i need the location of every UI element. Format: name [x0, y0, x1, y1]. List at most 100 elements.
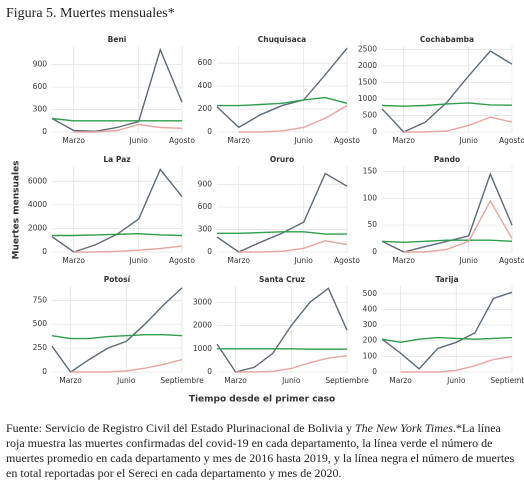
- series-line: [51, 117, 182, 122]
- x-tick-label: Marzo: [392, 256, 415, 265]
- y-tick-label: 500: [33, 319, 48, 328]
- x-tick-label: Junio: [293, 256, 313, 265]
- series-line: [52, 232, 183, 237]
- series-line: [73, 123, 183, 133]
- panel-title: Potosí: [104, 275, 131, 284]
- y-tick-label: 100: [363, 351, 378, 360]
- x-tick-label: Septiembre: [490, 376, 524, 385]
- x-tick-label: Marzo: [227, 136, 250, 145]
- x-tick-label: Junio: [128, 256, 148, 265]
- y-tick-label: 0: [372, 127, 377, 136]
- y-tick-label: 200: [198, 104, 213, 113]
- y-tick-label: 900: [198, 180, 213, 189]
- x-tick-label: Junio: [446, 376, 466, 385]
- x-tick-label: Agosto: [499, 256, 524, 265]
- panel-title: Tarija: [435, 275, 458, 284]
- y-tick-label: 0: [42, 367, 47, 376]
- x-axis-label: Tiempo desde el primer caso: [189, 395, 335, 405]
- y-tick-label: 4000: [28, 200, 47, 209]
- y-tick-label: 400: [198, 81, 213, 90]
- x-tick-label: Junio: [458, 136, 478, 145]
- note-text: Fuente: Servicio de Registro Civil del E…: [6, 421, 355, 435]
- y-tick-label: 0: [207, 247, 212, 256]
- x-tick-label: Marzo: [59, 376, 82, 385]
- series-line: [51, 47, 183, 133]
- y-tick-label: 0: [42, 247, 47, 256]
- series-line: [400, 355, 513, 373]
- x-tick-label: Marzo: [389, 376, 412, 385]
- series-line: [216, 172, 348, 253]
- series-line: [216, 47, 348, 129]
- panel-title: Beni: [108, 35, 127, 44]
- series-line: [381, 336, 513, 344]
- y-tick-label: 2500: [358, 44, 377, 53]
- y-tick-label: 0: [207, 367, 212, 376]
- y-tick-label: 0: [207, 127, 212, 136]
- x-tick-label: Junio: [116, 376, 136, 385]
- y-tick-label: 200: [363, 336, 378, 345]
- y-tick-label: 500: [363, 110, 378, 119]
- y-tick-label: 1500: [358, 77, 377, 86]
- note-source: The New York Times: [354, 421, 453, 435]
- y-tick-label: 1000: [193, 344, 212, 353]
- series-line: [381, 291, 513, 370]
- y-tick-label: 900: [33, 60, 48, 69]
- x-tick-label: Septiembre: [160, 376, 204, 385]
- y-tick-label: 0: [372, 367, 377, 376]
- y-tick-label: 100: [363, 193, 378, 202]
- series-line: [216, 287, 348, 373]
- series-line: [51, 168, 183, 253]
- chart-grid: Muertes mensuales Tiempo desde el primer…: [12, 35, 524, 405]
- series-line: [51, 287, 183, 373]
- x-tick-label: Junio: [281, 376, 301, 385]
- y-tick-label: 0: [42, 127, 47, 136]
- x-tick-label: Junio: [128, 136, 148, 145]
- y-tick-label: 2000: [358, 61, 377, 70]
- series-line: [217, 231, 347, 235]
- y-tick-label: 50: [367, 220, 377, 229]
- panel-title: Cochabamba: [420, 35, 474, 44]
- panel-title: Pando: [434, 155, 460, 164]
- series-line: [238, 240, 348, 253]
- series-line: [70, 358, 183, 373]
- y-tick-label: 600: [198, 58, 213, 67]
- x-tick-label: Marzo: [392, 136, 415, 145]
- x-tick-label: Junio: [293, 136, 313, 145]
- x-tick-label: Agosto: [499, 136, 524, 145]
- x-tick-label: Marzo: [62, 136, 85, 145]
- y-tick-label: 150: [363, 166, 378, 175]
- x-tick-label: Agosto: [169, 256, 195, 265]
- panel-title: La Paz: [103, 155, 130, 164]
- y-tick-label: 1000: [358, 94, 377, 103]
- series-line: [381, 102, 513, 107]
- panel-title: Santa Cruz: [259, 275, 305, 284]
- y-tick-label: 2000: [28, 223, 47, 232]
- x-tick-label: Septiembre: [325, 376, 369, 385]
- x-tick-label: Agosto: [334, 136, 360, 145]
- y-tick-label: 3000: [193, 297, 212, 306]
- x-tick-label: Marzo: [227, 256, 250, 265]
- y-axis-label: Muertes mensuales: [12, 160, 22, 259]
- y-tick-label: 750: [33, 295, 48, 304]
- y-tick-label: 400: [363, 304, 378, 313]
- series-line: [51, 334, 183, 340]
- y-tick-label: 0: [372, 247, 377, 256]
- y-tick-label: 500: [363, 289, 378, 298]
- series-line: [381, 50, 513, 133]
- footnote: Fuente: Servicio de Registro Civil del E…: [6, 421, 518, 481]
- x-tick-label: Agosto: [169, 136, 195, 145]
- y-tick-label: 600: [198, 202, 213, 211]
- series-line: [403, 116, 513, 133]
- figure-title: Figura 5. Muertes mensuales*: [6, 6, 175, 21]
- series-line: [73, 245, 183, 253]
- panel-title: Chuquisaca: [258, 35, 307, 44]
- y-tick-label: 300: [33, 105, 48, 114]
- y-tick-label: 300: [198, 225, 213, 234]
- series-line: [235, 355, 348, 373]
- panel-title: Oruro: [270, 155, 294, 164]
- x-tick-label: Marzo: [62, 256, 85, 265]
- series-line: [238, 104, 348, 133]
- series-line: [217, 96, 348, 107]
- y-tick-label: 2000: [193, 321, 212, 330]
